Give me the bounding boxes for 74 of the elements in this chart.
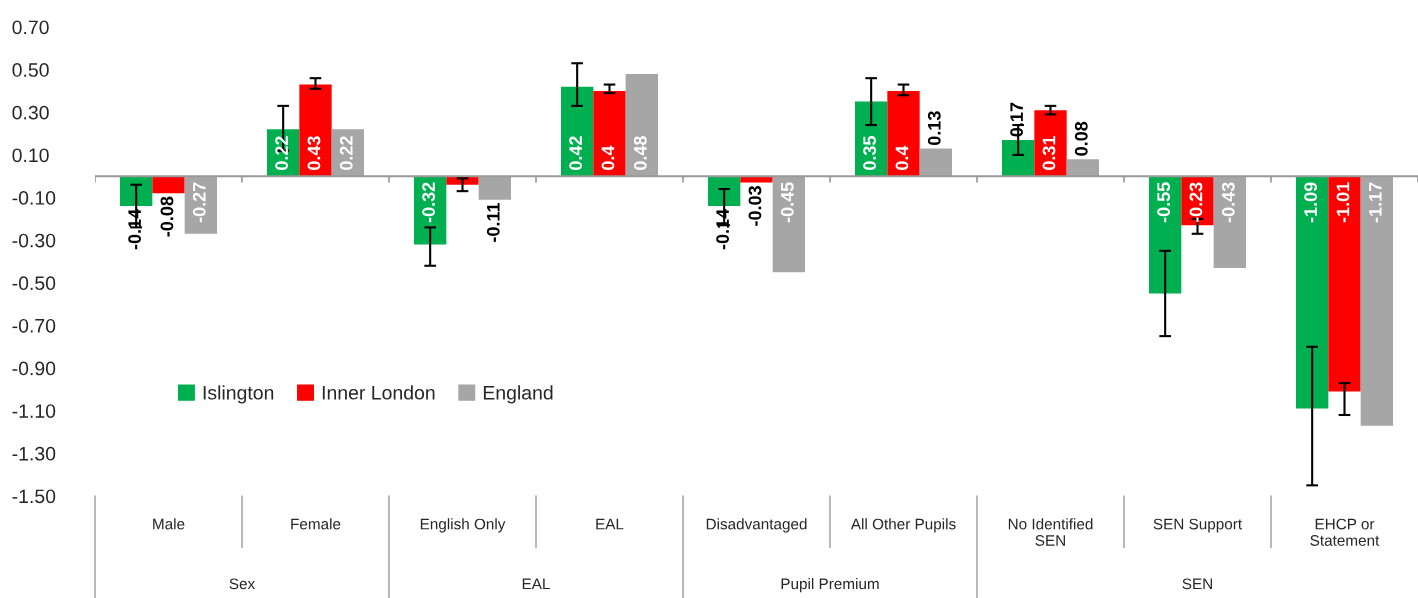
data-label: 0.4 [895, 145, 909, 170]
bar [1001, 139, 1035, 177]
bar [1213, 176, 1247, 268]
data-label: -1.01 [1336, 182, 1350, 223]
bar [152, 176, 185, 194]
x-tick-label: No Identified SEN [1008, 518, 1093, 546]
data-label: -0.43 [1221, 182, 1235, 223]
bar [854, 101, 888, 177]
x-tick-label: EHCP or Statement [1310, 518, 1380, 546]
data-label: -0.11 [486, 202, 500, 242]
bar [887, 90, 920, 177]
x-tick-label: All Other Pupils [850, 518, 956, 533]
data-label: 0.35 [863, 136, 877, 170]
x-tick-label: Female [291, 518, 341, 530]
bar [119, 176, 153, 207]
data-label: 0.22 [339, 136, 353, 170]
bar [299, 84, 332, 177]
data-label: -0.45 [780, 182, 794, 223]
bar [1181, 176, 1214, 226]
legend-label: England [483, 385, 553, 404]
text: SEN [1182, 578, 1212, 590]
y-tick-label: -0.70 [12, 318, 56, 333]
y-tick-label: 0.30 [12, 105, 49, 120]
data-label: -0.55 [1157, 182, 1171, 223]
y-tick-label: -0.30 [12, 233, 56, 248]
bar [478, 176, 512, 200]
data-label: 0.22 [275, 136, 289, 170]
y-tick-label: 0.50 [12, 63, 49, 77]
y-tick-label: -1.50 [12, 489, 56, 504]
bar [707, 176, 741, 207]
y-tick-label: -0.10 [12, 191, 56, 205]
bar [593, 90, 626, 177]
y-tick-label: -1.10 [12, 404, 56, 418]
x-tick-label: English Only [420, 518, 506, 533]
bar [1066, 159, 1100, 177]
x-tick-label: SEN Support [1153, 518, 1242, 533]
data-label: 0.48 [633, 136, 647, 170]
data-label: 0.43 [307, 136, 321, 170]
legend-label: Islington [203, 385, 274, 404]
data-label: -0.23 [1189, 182, 1203, 223]
legend-label: Inner London [322, 385, 435, 400]
bar [1295, 176, 1329, 409]
data-label: -0.27 [192, 182, 206, 223]
y-tick-label: 0.70 [12, 20, 49, 35]
bar [740, 176, 773, 183]
text: Sex [229, 578, 255, 590]
data-label: 0.08 [1074, 121, 1088, 156]
bar [1360, 176, 1394, 426]
data-label: -0.08 [160, 196, 174, 237]
data-label: -1.09 [1304, 182, 1318, 223]
y-tick-label: 0.10 [12, 148, 49, 163]
bar [919, 148, 953, 177]
data-label: 0.13 [927, 111, 941, 146]
x-tick-label: Male [153, 518, 185, 530]
x-tick-label: Disadvantaged [706, 518, 807, 533]
x-tick-label: EAL [596, 518, 624, 530]
bar [625, 73, 659, 177]
bar [1328, 176, 1361, 392]
data-label: 0.4 [601, 145, 615, 170]
data-label: 0.31 [1042, 136, 1056, 170]
y-tick-label: -0.50 [12, 276, 56, 291]
text: Pupil Premium [781, 577, 879, 593]
bar [413, 176, 447, 245]
data-label: -0.03 [748, 186, 762, 226]
y-tick-label: -0.90 [12, 361, 56, 376]
bar [772, 176, 806, 273]
bar [1034, 110, 1067, 177]
data-label: -0.32 [422, 182, 436, 223]
data-label: -1.17 [1369, 182, 1382, 223]
bar [1148, 176, 1182, 294]
data-label: 0.42 [569, 136, 583, 170]
text: EAL [522, 578, 550, 590]
bar [560, 86, 594, 177]
y-tick-label: -1.30 [12, 446, 56, 461]
